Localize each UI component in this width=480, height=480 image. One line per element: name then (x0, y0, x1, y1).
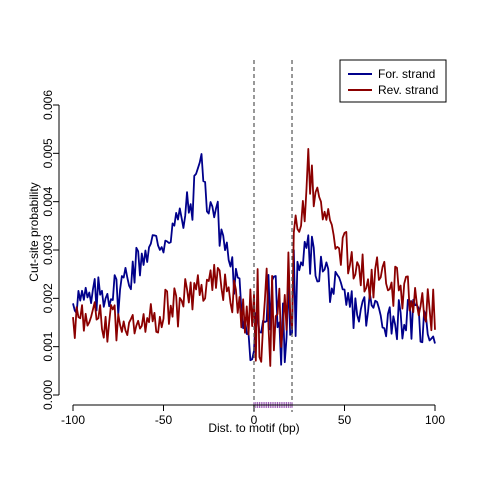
x-tick-label: -50 (155, 413, 173, 427)
legend-label: Rev. strand (378, 83, 438, 97)
x-tick-label: 50 (338, 413, 352, 427)
x-tick-label: 100 (425, 413, 445, 427)
y-tick-label: 0.002 (41, 283, 55, 313)
x-tick-label: 0 (251, 413, 258, 427)
motif-boundary-lines (253, 60, 293, 412)
y-tick-label: 0.005 (41, 138, 55, 168)
x-tick-label: -100 (61, 413, 85, 427)
y-tick-label: 0.003 (41, 235, 55, 265)
y-tick-label: 0.004 (41, 186, 55, 216)
y-tick-label: 0.006 (41, 90, 55, 120)
y-axis-title: Cut-site probability (27, 182, 41, 281)
legend-box (339, 59, 447, 103)
legend-label: For. strand (378, 67, 435, 81)
legend: For. strand Rev. strand (339, 59, 447, 103)
y-tick-label: 0.001 (41, 331, 55, 361)
x-axis: -100 -50 0 50 100 (61, 404, 445, 427)
y-axis: 0.000 0.001 0.002 0.003 0.004 0.005 0.006 (41, 90, 60, 410)
y-tick-label: 0.000 (41, 380, 55, 410)
x-axis-title: Dist. to motif (bp) (208, 421, 299, 435)
